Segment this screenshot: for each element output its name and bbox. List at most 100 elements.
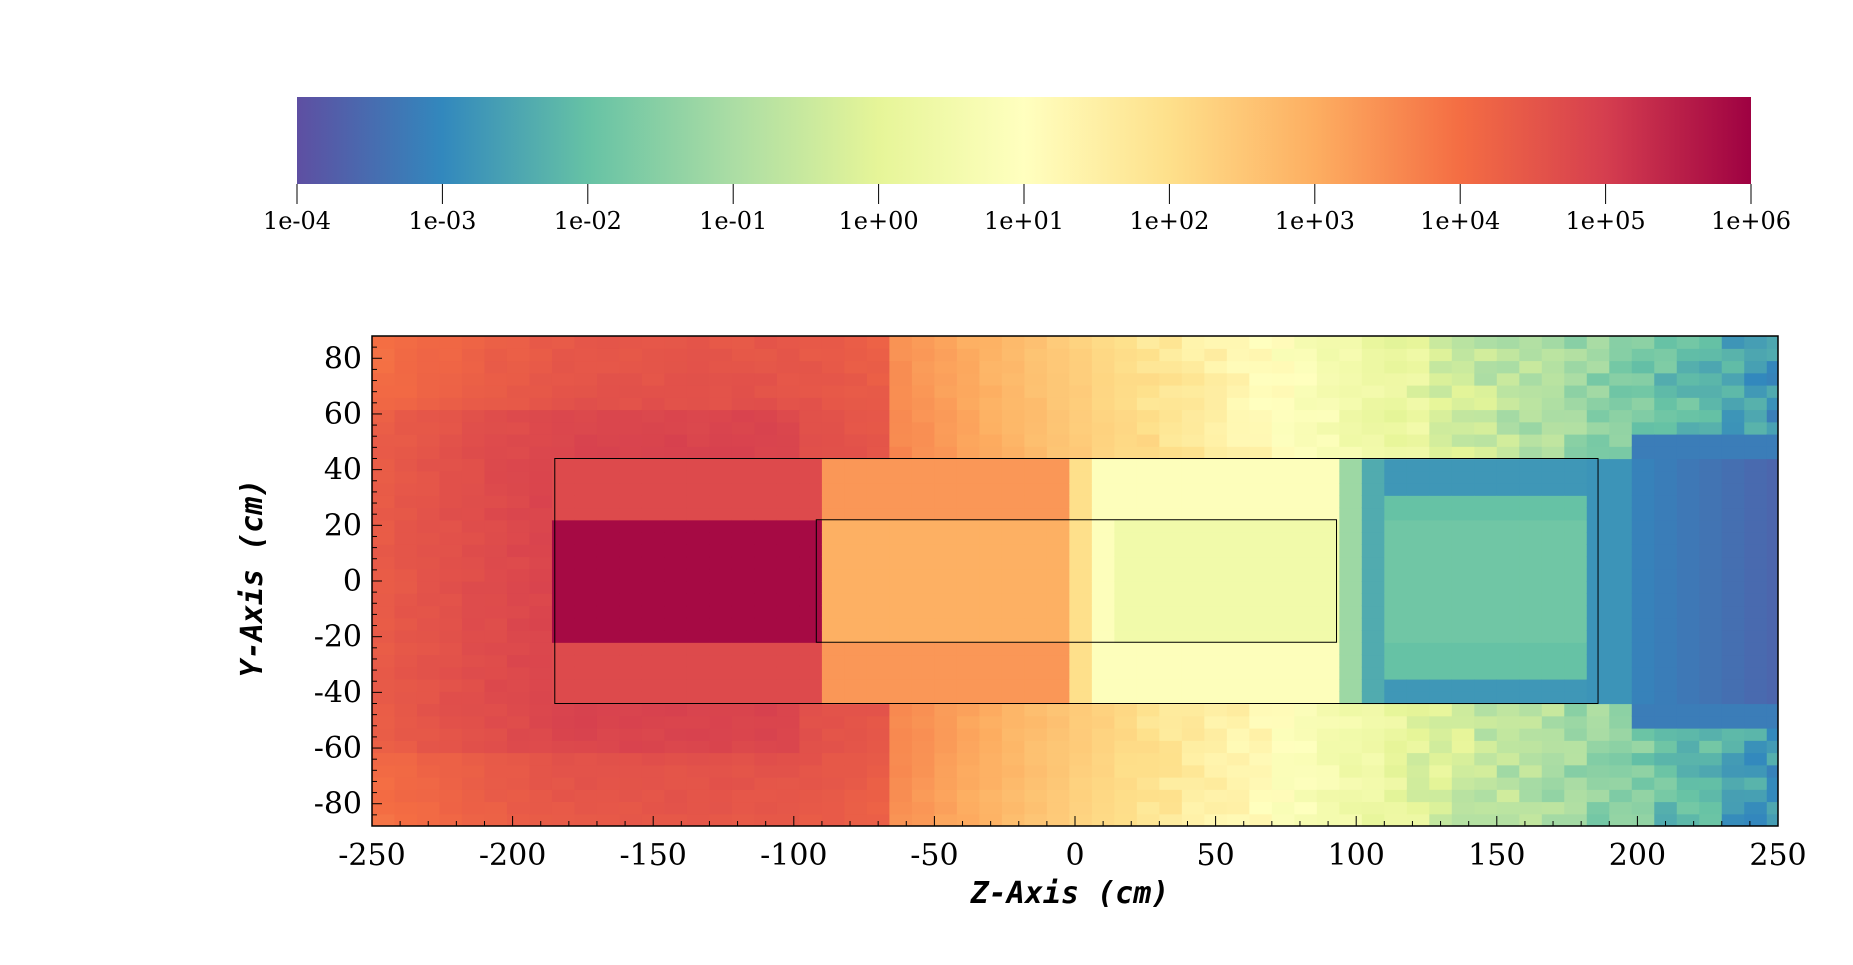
heatmap-cell (1474, 801, 1498, 815)
heatmap-cell (1114, 348, 1138, 362)
heatmap-cell (1519, 813, 1543, 826)
heatmap-cell (1339, 470, 1363, 484)
heatmap-cell (619, 593, 643, 607)
heatmap-cell (1721, 593, 1745, 607)
heatmap-cell (686, 483, 711, 496)
heatmap-cell (1091, 544, 1115, 558)
heatmap-cell (979, 789, 1003, 803)
heatmap-cell (619, 617, 643, 631)
heatmap-cell (619, 372, 643, 386)
heatmap-cell (574, 605, 598, 619)
heatmap-cell (1114, 752, 1138, 766)
heatmap-cell (574, 421, 598, 435)
heatmap-cell (619, 654, 643, 668)
heatmap-cell (1181, 740, 1205, 754)
heatmap-cell (1541, 385, 1565, 398)
heatmap-cell (372, 813, 396, 826)
heatmap-cell (1114, 434, 1138, 447)
heatmap-cell (439, 593, 463, 607)
heatmap-cell (641, 336, 666, 349)
heatmap-cell (529, 630, 553, 643)
heatmap-cell (1451, 801, 1475, 815)
heatmap-cell (1024, 385, 1048, 398)
heatmap-cell (1294, 446, 1318, 460)
heatmap-cell (1721, 728, 1745, 741)
heatmap-cell (686, 642, 711, 656)
heatmap-cell (574, 568, 598, 582)
heatmap-cell (372, 630, 396, 643)
heatmap-cell (372, 519, 396, 533)
heatmap-cell (619, 397, 643, 411)
heatmap-cell (1519, 801, 1543, 815)
heatmap-cell (1609, 752, 1633, 766)
heatmap-cell (506, 728, 531, 741)
heatmap-cell (1339, 581, 1363, 594)
heatmap-cell (372, 740, 396, 754)
heatmap-cell (461, 397, 486, 411)
heatmap-cell (979, 385, 1003, 398)
heatmap-cell (709, 409, 733, 423)
heatmap-cell (1541, 458, 1565, 472)
heatmap-cell (1474, 348, 1498, 362)
heatmap-cell (1204, 703, 1228, 717)
heatmap-cell (866, 666, 891, 680)
heatmap-cell (1699, 691, 1723, 705)
heatmap-cell (1384, 507, 1408, 521)
heatmap-cell (709, 813, 733, 826)
heatmap-cell (956, 568, 980, 582)
heatmap-cell (1766, 397, 1778, 411)
heatmap-cell (799, 666, 823, 680)
heatmap-cell (731, 544, 756, 558)
heatmap-cell (934, 470, 958, 484)
heatmap-cell (1091, 372, 1115, 386)
heatmap-cell (1271, 642, 1295, 656)
heatmap-cell (1631, 446, 1655, 460)
heatmap-cell (1631, 434, 1655, 447)
heatmap-cell (844, 703, 868, 717)
heatmap-cell (641, 617, 666, 631)
heatmap-cell (1744, 740, 1768, 754)
heatmap-cell (551, 728, 576, 741)
heatmap-cell (1541, 617, 1565, 631)
heatmap-cell (574, 544, 598, 558)
heatmap-cell (776, 642, 801, 656)
heatmap-cell (1069, 519, 1093, 533)
heatmap-cell (551, 544, 576, 558)
heatmap-cell (1519, 397, 1543, 411)
heatmap-cell (1631, 654, 1655, 668)
heatmap-cell (1744, 434, 1768, 447)
heatmap-cell (1654, 581, 1678, 594)
heatmap-cell (1609, 813, 1633, 826)
heatmap-cell (1136, 360, 1160, 374)
heatmap-cell (776, 581, 801, 594)
heatmap-cell (1181, 519, 1205, 533)
heatmap-cell (844, 372, 868, 386)
heatmap-cell (1114, 728, 1138, 741)
heatmap-cell (1339, 630, 1363, 643)
heatmap-cell (1429, 409, 1453, 423)
heatmap-cell (956, 789, 980, 803)
heatmap-cell (1001, 605, 1025, 619)
heatmap-cell (1654, 715, 1678, 729)
heatmap-cell (776, 605, 801, 619)
heatmap-cell (709, 654, 733, 668)
heatmap-cell (1541, 728, 1565, 741)
heatmap-cell (506, 483, 531, 496)
heatmap-cell (754, 703, 778, 717)
heatmap-cell (979, 752, 1003, 766)
heatmap-cell (1451, 544, 1475, 558)
heatmap-cell (844, 470, 868, 484)
heatmap-cell (1609, 777, 1633, 790)
heatmap-cell (1429, 593, 1453, 607)
heatmap-cell (574, 630, 598, 643)
heatmap-cell (1114, 605, 1138, 619)
heatmap-cell (394, 679, 418, 692)
heatmap-cell (911, 458, 935, 472)
heatmap-cell (1316, 446, 1340, 460)
heatmap-cell (1451, 764, 1475, 778)
heatmap-cell (1451, 446, 1475, 460)
heatmap-cell (1496, 752, 1520, 766)
heatmap-cell (372, 679, 396, 692)
heatmap-cell (1204, 397, 1228, 411)
heatmap-cell (1721, 642, 1745, 656)
